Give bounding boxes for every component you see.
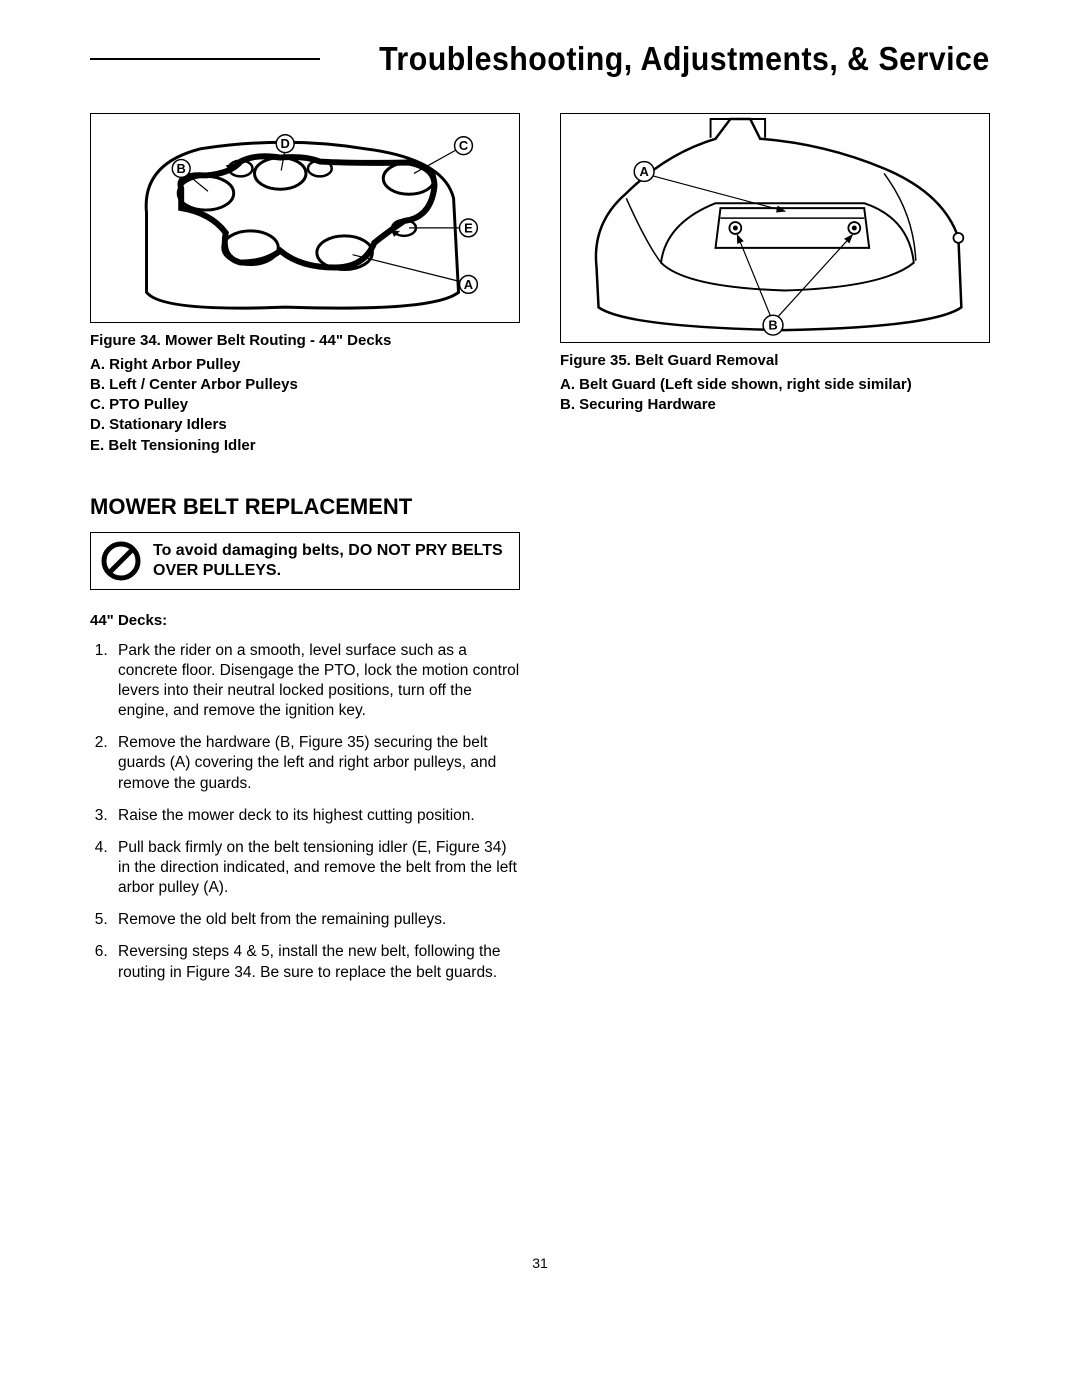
legend-item: D. Stationary Idlers [90, 415, 520, 435]
figure-35-caption: Figure 35. Belt Guard Removal [560, 351, 990, 371]
belt-guard-diagram: A B [561, 114, 989, 342]
figures-row: B D C E A Figure 34. Mower Belt Routing … [90, 113, 990, 995]
step-item: Reversing steps 4 & 5, install the new b… [112, 942, 520, 982]
legend-item: B. Securing Hardware [560, 395, 990, 415]
figure-34-legend: A. Right Arbor Pulley B. Left / Center A… [90, 355, 520, 456]
left-column: B D C E A Figure 34. Mower Belt Routing … [90, 113, 520, 995]
figure-35-legend: A. Belt Guard (Left side shown, right si… [560, 375, 990, 416]
callout-b: B [768, 318, 777, 333]
page-header: Troubleshooting, Adjustments, & Service [90, 40, 990, 78]
header-rule: Troubleshooting, Adjustments, & Service [90, 40, 990, 78]
step-item: Park the rider on a smooth, level surfac… [112, 641, 520, 722]
warning-text: To avoid damaging belts, DO NOT PRY BELT… [153, 541, 509, 581]
legend-item: A. Right Arbor Pulley [90, 355, 520, 375]
step-item: Remove the old belt from the remaining p… [112, 910, 520, 930]
callout-c: C [459, 138, 468, 153]
callout-b: B [177, 161, 186, 176]
prohibition-icon [101, 541, 141, 581]
warning-box: To avoid damaging belts, DO NOT PRY BELT… [90, 532, 520, 590]
callout-d: D [281, 136, 290, 151]
callout-e: E [464, 220, 473, 235]
step-item: Raise the mower deck to its highest cutt… [112, 806, 520, 826]
subsection-label: 44" Decks: [90, 612, 520, 629]
figure-34-image: B D C E A [90, 113, 520, 323]
header-line [90, 58, 320, 60]
legend-item: B. Left / Center Arbor Pulleys [90, 375, 520, 395]
figure-34-caption: Figure 34. Mower Belt Routing - 44" Deck… [90, 331, 520, 351]
section-title: MOWER BELT REPLACEMENT [90, 494, 520, 520]
callout-a: A [464, 277, 473, 292]
legend-item: C. PTO Pulley [90, 395, 520, 415]
page-number: 31 [90, 1255, 990, 1271]
figure-35-image: A B [560, 113, 990, 343]
step-item: Remove the hardware (B, Figure 35) secur… [112, 733, 520, 793]
legend-item: E. Belt Tensioning Idler [90, 436, 520, 456]
step-list: Park the rider on a smooth, level surfac… [90, 641, 520, 983]
step-item: Pull back firmly on the belt tensioning … [112, 838, 520, 898]
header-title: Troubleshooting, Adjustments, & Service [374, 40, 990, 78]
callout-a: A [639, 164, 648, 179]
belt-routing-diagram: B D C E A [91, 114, 519, 322]
right-column: A B Figure 35. Belt Guard Removal A. Bel… [560, 113, 990, 415]
legend-item: A. Belt Guard (Left side shown, right si… [560, 375, 990, 395]
